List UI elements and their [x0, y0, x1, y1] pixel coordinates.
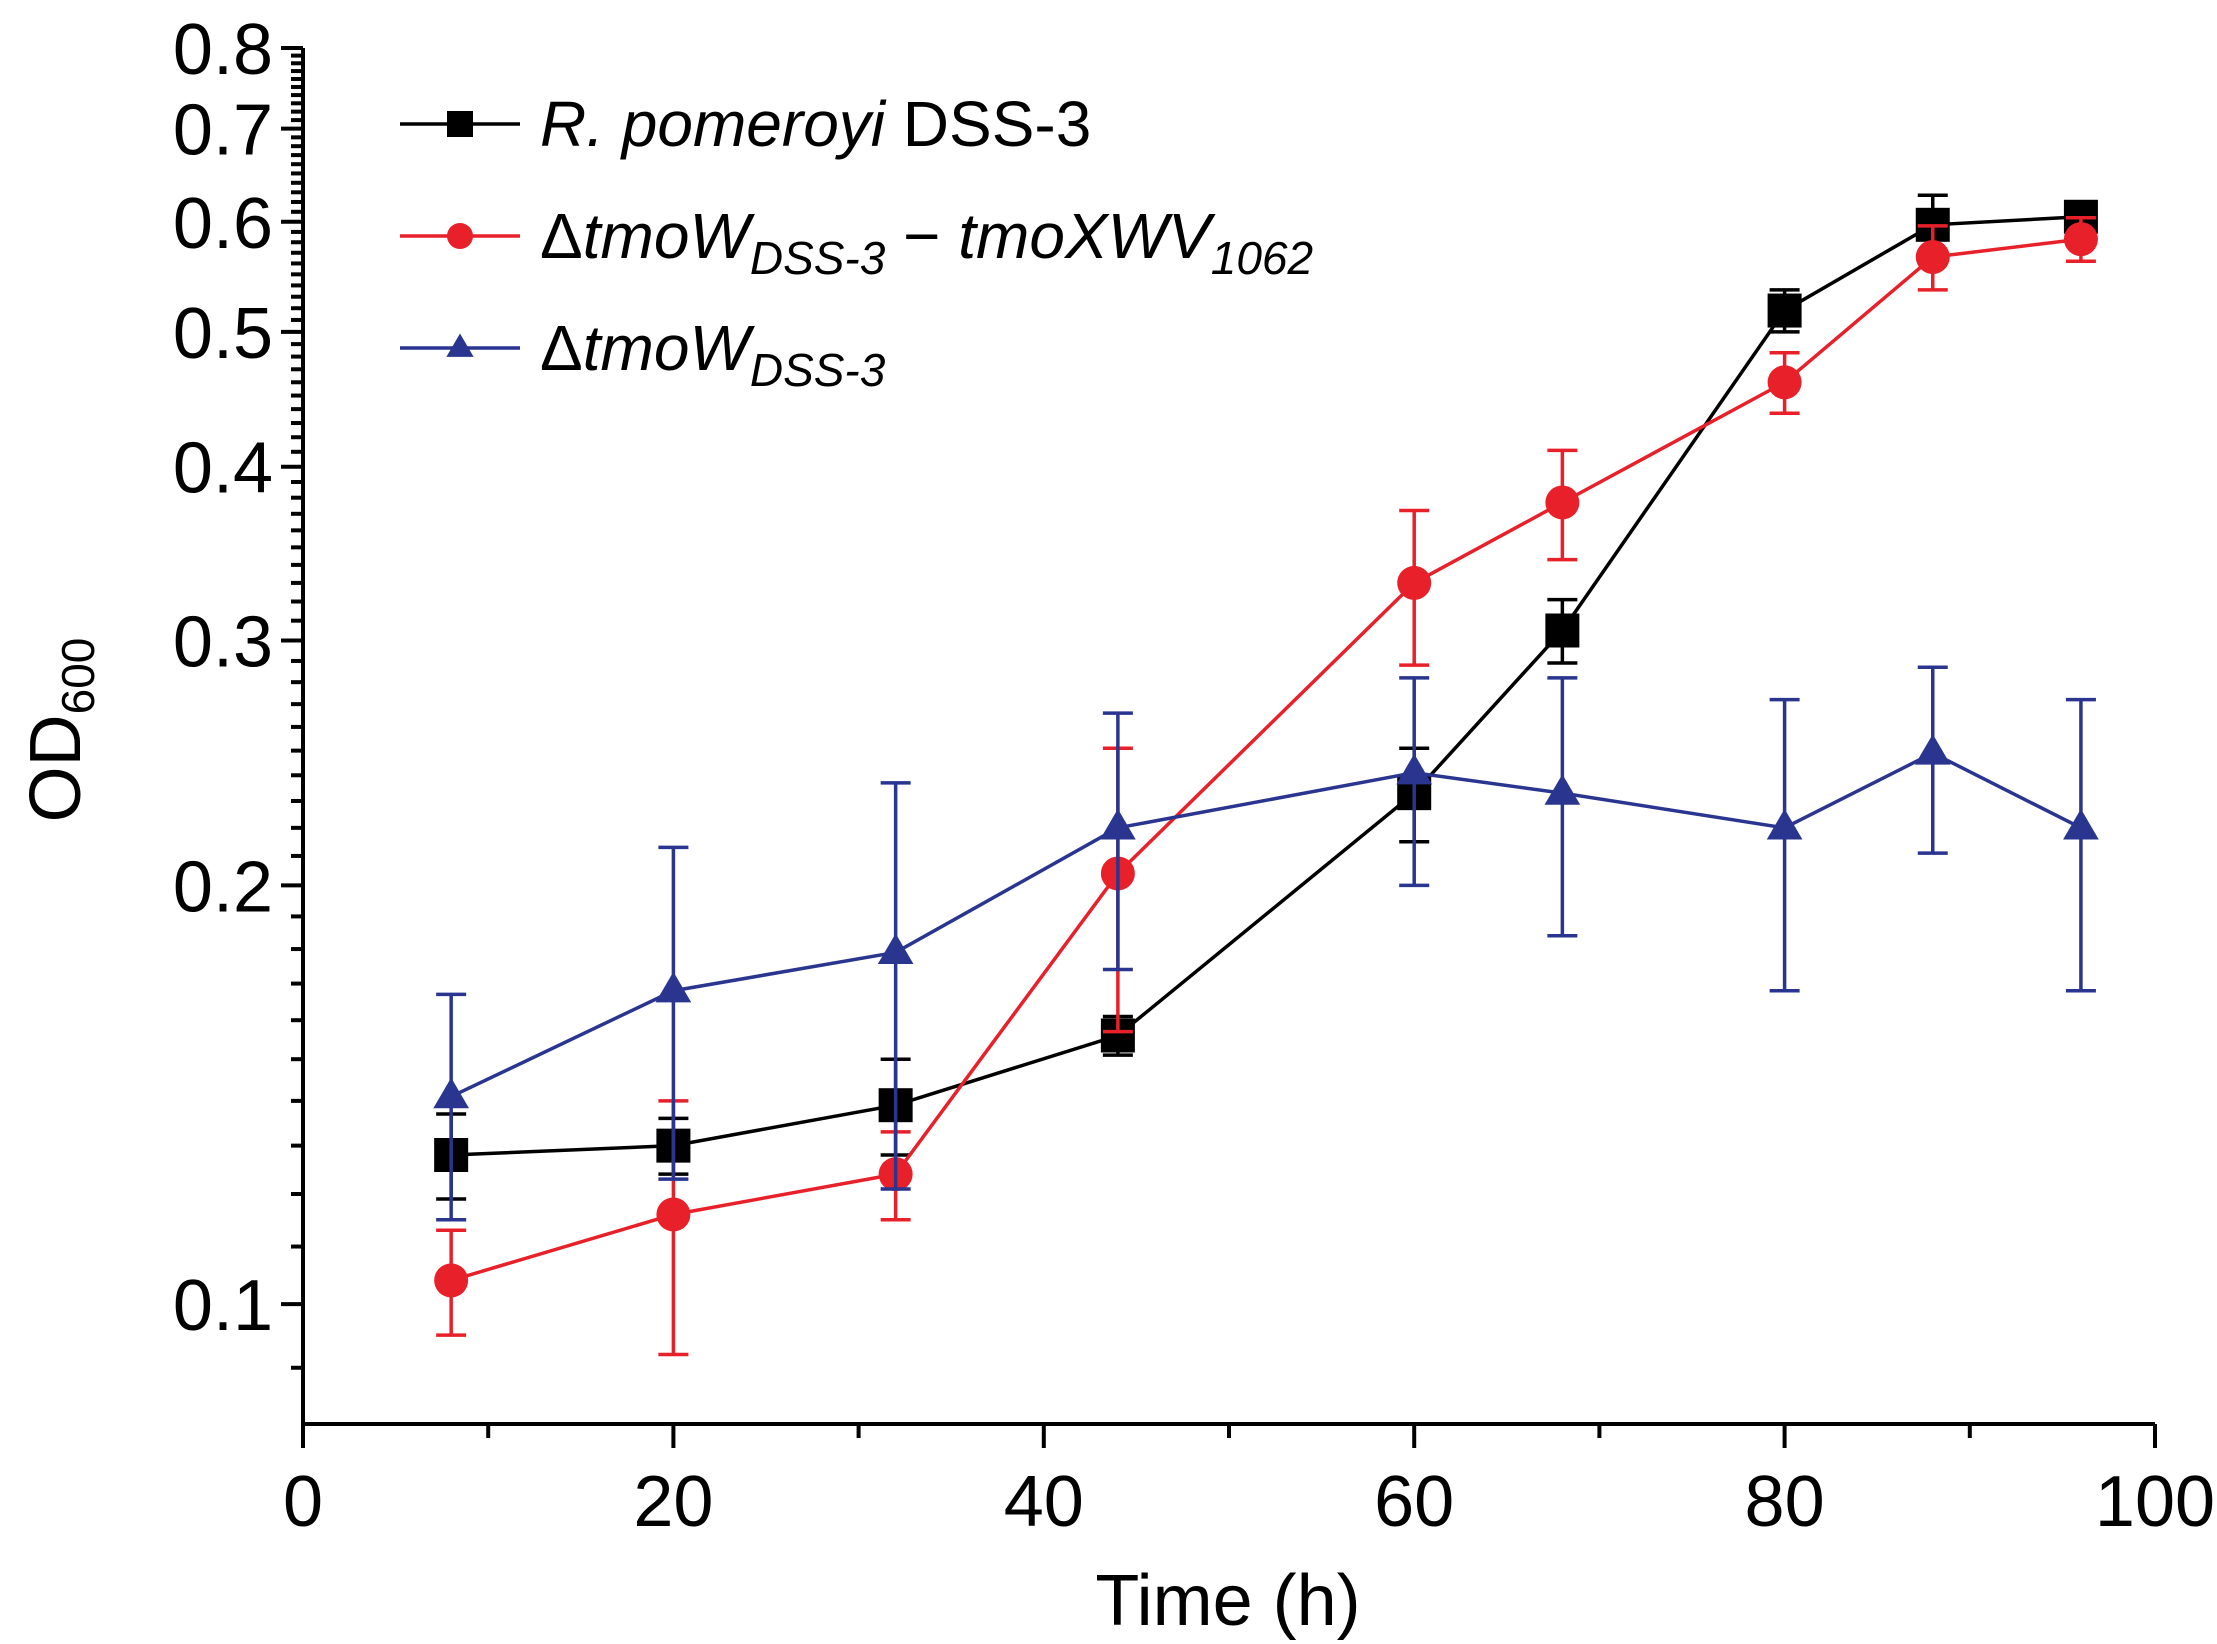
data-point: [877, 933, 914, 965]
legend-label-part: DSS-3: [750, 344, 886, 396]
svg-text:OD600: OD600: [16, 638, 104, 823]
legend-label: ΔtmoWDSS-3​: [540, 312, 886, 396]
data-point: [1767, 365, 1802, 400]
y-tick-label: 0.6: [173, 184, 273, 264]
x-tick-label: 60: [1374, 1462, 1454, 1542]
series-line: [450, 751, 2082, 1099]
y-tick-label: 0.4: [173, 429, 273, 509]
x-tick-label: 80: [1745, 1462, 1825, 1542]
y-tick-label: 0.7: [173, 91, 273, 171]
legend-item-comp: ΔtmoWDSS-3​ − tmoXWV1062​: [400, 200, 1313, 284]
legend-label-part: −: [885, 200, 958, 272]
data-point: [1914, 734, 1951, 765]
x-tick-label: 100: [2095, 1462, 2215, 1542]
series-comp: [434, 216, 2098, 1357]
data-point: [434, 1263, 469, 1298]
series-line: [450, 237, 2082, 1283]
y-tick-label: 0.3: [173, 602, 273, 682]
legend-label-part: Δ: [540, 200, 583, 272]
y-axis-title-sub: 600: [52, 638, 104, 715]
legend-marker: [447, 111, 473, 137]
series-ko: [433, 665, 2099, 1222]
y-axis-title-main: OD: [16, 714, 96, 822]
data-point: [1767, 293, 1802, 328]
y-tick-label: 0.1: [173, 1266, 273, 1346]
y-axis-title: OD600: [16, 638, 104, 823]
legend-label-part: tmoW: [583, 200, 756, 272]
x-tick-label: 0: [283, 1462, 323, 1542]
data-point: [1766, 808, 1803, 840]
y-tick-label: 0.5: [173, 294, 273, 374]
axes: [301, 48, 2155, 1426]
y-tick-label: 0.8: [173, 10, 273, 90]
series-layer: [433, 193, 2099, 1357]
legend-item-wt: R. pomeroyi DSS-3: [400, 88, 1091, 160]
data-point: [1396, 753, 1433, 785]
legend-label-part: Δ: [540, 312, 583, 384]
x-tick-label: 20: [633, 1462, 713, 1542]
data-point: [2063, 222, 2098, 257]
tick-labels: 0 20 40 60 80 100 0.1 0.2 0.3 0.4 0.5 0.6 0.70.8: [173, 10, 2215, 1542]
legend-label: ΔtmoWDSS-3​ − tmoXWV1062​: [540, 200, 1313, 284]
data-point: [2063, 808, 2099, 840]
legend-label-part: 1062: [1211, 232, 1313, 284]
legend-marker: [447, 223, 473, 249]
legend-label-part: tmoW: [583, 312, 756, 384]
legend-label: R. pomeroyi DSS-3: [540, 88, 1091, 160]
data-point: [1545, 613, 1580, 648]
data-point: [433, 1077, 470, 1109]
legend-marker: [446, 333, 474, 357]
legend-label-part: R. pomeroyi: [540, 88, 887, 160]
data-point: [1397, 565, 1432, 600]
data-point: [655, 971, 692, 1003]
legend-label-part: DSS-3: [885, 88, 1091, 160]
data-point: [1545, 485, 1580, 520]
data-point: [1544, 774, 1581, 805]
legend-item-ko: ΔtmoWDSS-3​: [400, 312, 886, 396]
data-point: [1915, 240, 1950, 275]
x-axis-title: Time (h): [1095, 1561, 1360, 1641]
legend-label-part: DSS-3: [750, 232, 886, 284]
x-tick-label: 40: [1004, 1462, 1084, 1542]
data-point: [656, 1197, 691, 1232]
y-tick-label: 0.2: [173, 847, 273, 927]
legend-label-part: tmoXWV: [958, 200, 1216, 272]
data-point: [1100, 808, 1136, 840]
